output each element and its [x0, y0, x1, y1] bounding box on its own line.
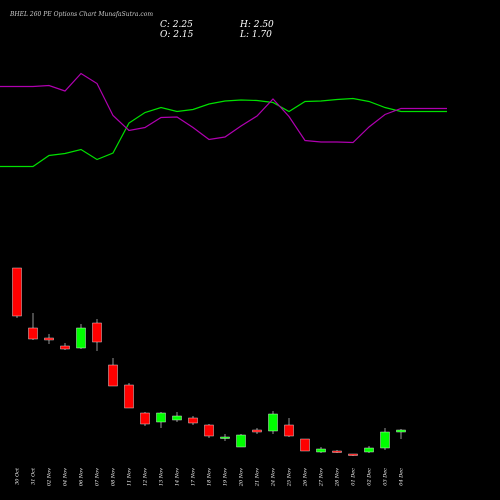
candle-body	[60, 345, 70, 350]
candle-body	[124, 384, 134, 409]
high-readout: H: 2.50	[240, 20, 274, 30]
x-tick-label: 28 Nov	[335, 468, 341, 487]
candle-body	[316, 448, 326, 453]
magenta-indicator-line	[0, 72, 447, 144]
x-tick-label: 04 Nov	[63, 468, 69, 486]
candle-body	[332, 450, 342, 453]
candle-body	[188, 417, 198, 424]
candle-body	[76, 327, 86, 349]
x-tick-label: 20 Nov	[239, 468, 245, 487]
x-tick-label: 18 Nov	[207, 468, 213, 486]
x-tick-label: 08 Nov	[111, 468, 117, 486]
candle-body	[108, 364, 118, 387]
candle-body	[268, 413, 278, 432]
chart-title: BHEL 260 PE Options Chart MunafaSutra.co…	[10, 11, 154, 18]
x-tick-label: 04 Dec	[399, 468, 405, 486]
x-tick-label: 27 Nov	[319, 468, 325, 487]
candle-body	[396, 429, 406, 433]
candle-body	[252, 429, 262, 433]
close-readout: C: 2.25	[160, 20, 193, 30]
low-readout: L: 1.70	[240, 30, 272, 40]
x-tick-label: 21 Nov	[255, 468, 261, 487]
x-tick-label: 13 Nov	[159, 468, 165, 486]
candle-body	[300, 438, 310, 452]
x-tick-label: 14 Nov	[175, 468, 181, 486]
candle-body	[12, 267, 22, 317]
green-indicator-line	[0, 97, 447, 168]
x-tick-label: 17 Nov	[191, 468, 197, 486]
x-tick-label: 03 Dec	[383, 468, 389, 486]
x-tick-label: 31 Oct	[31, 467, 37, 485]
x-tick-label: 26 Nov	[303, 468, 309, 487]
candle-body	[220, 436, 230, 439]
candle-body	[92, 322, 102, 343]
candle-body	[364, 447, 374, 453]
x-tick-label: 24 Nov	[271, 468, 277, 487]
candle-body	[236, 434, 246, 448]
x-tick-label: 25 Nov	[287, 468, 293, 487]
candle-body	[348, 453, 358, 456]
candle-body	[204, 424, 214, 437]
x-tick-label: 19 Nov	[223, 468, 229, 486]
x-tick-label: 06 Nov	[79, 468, 85, 486]
candle-body	[380, 431, 390, 449]
x-tick-label: 30 Oct	[15, 467, 21, 485]
candle-body	[44, 337, 54, 341]
x-tick-label: 02 Dec	[367, 468, 373, 486]
x-tick-label: 02 Nov	[47, 468, 53, 486]
candle-body	[140, 412, 150, 425]
open-readout: O: 2.15	[160, 30, 194, 40]
x-tick-label: 01 Dec	[351, 468, 357, 486]
candle-body	[172, 415, 182, 421]
x-tick-label: 11 Nov	[127, 468, 133, 486]
candle-body	[156, 412, 166, 423]
candle-body	[28, 327, 38, 340]
x-tick-label: 07 Nov	[95, 468, 101, 486]
x-tick-label: 12 Nov	[143, 468, 149, 486]
candle-body	[284, 424, 294, 437]
